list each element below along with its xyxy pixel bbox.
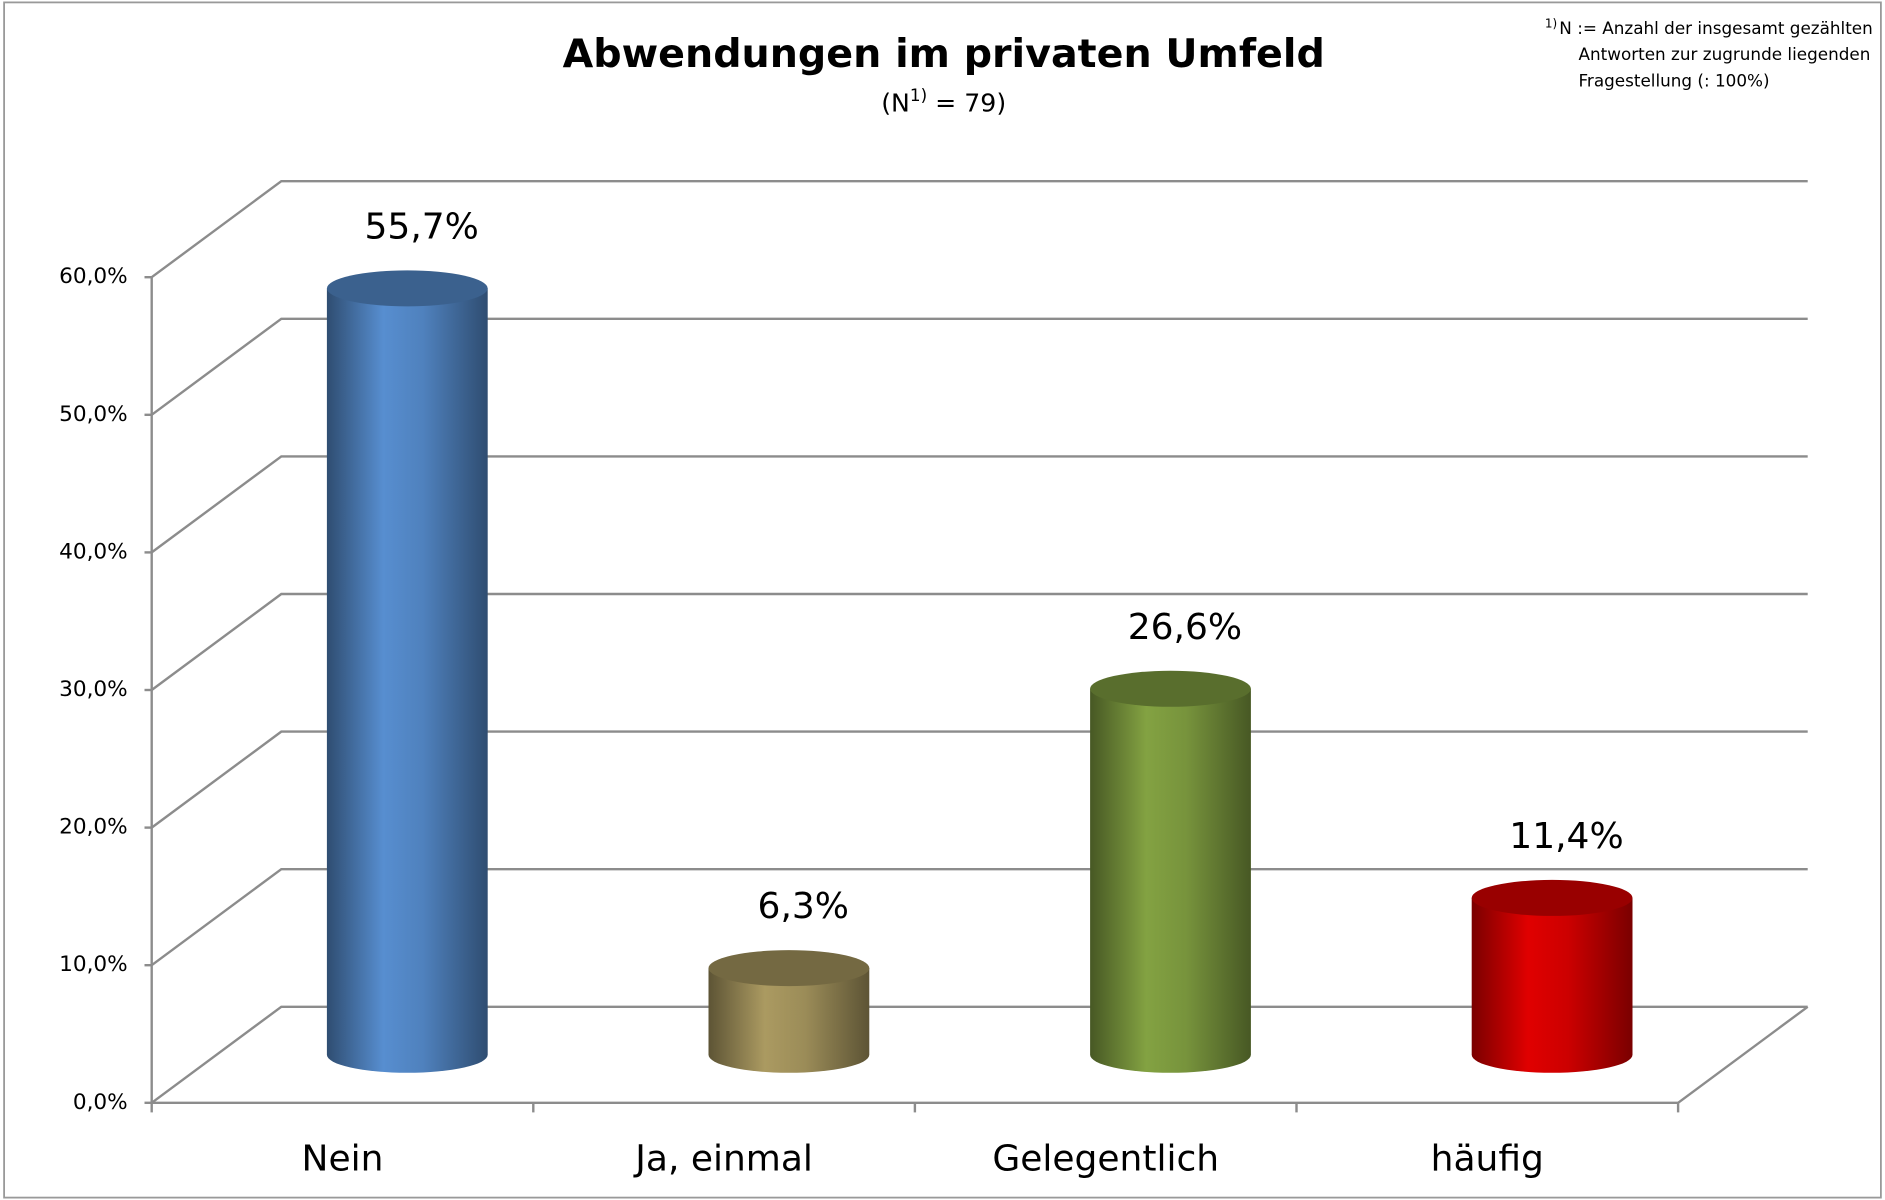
y-tick-label: 0,0% — [73, 1090, 128, 1115]
x-tick-label: Nein — [302, 1138, 384, 1179]
y-tick-label: 40,0% — [59, 539, 128, 564]
data-label: 26,6% — [1128, 607, 1242, 648]
y-tick-label: 60,0% — [59, 264, 128, 289]
data-label: 6,3% — [758, 886, 849, 927]
bar — [326, 288, 488, 1073]
data-label: 11,4% — [1509, 816, 1623, 857]
subtitle-prefix: (N — [881, 88, 910, 117]
x-tick-label: Ja, einmal — [633, 1138, 813, 1179]
grid-line — [150, 317, 1808, 416]
chart-title: Abwendungen im privaten Umfeld — [563, 31, 1325, 77]
grid-line — [150, 592, 1808, 691]
y-tick-label: 20,0% — [59, 815, 128, 840]
grid-line — [150, 867, 1808, 967]
subtitle-sup: 1) — [910, 85, 927, 105]
grid-line — [150, 1005, 1808, 1104]
cylinder — [326, 270, 488, 1073]
data-label: 55,7% — [365, 206, 479, 247]
y-tick-label: 30,0% — [59, 677, 128, 702]
bar — [1471, 897, 1633, 1073]
bar-top — [1090, 670, 1251, 707]
bar — [708, 968, 870, 1073]
bar-top — [708, 950, 870, 987]
footnote-marker: 1) — [1545, 17, 1557, 31]
cylinder — [708, 950, 870, 1073]
bar-top — [1471, 879, 1633, 916]
footnote-line: Fragestellung (: 100%) — [1579, 71, 1770, 91]
bar — [1090, 688, 1251, 1073]
bar-top — [326, 270, 488, 307]
grid-line — [150, 730, 1808, 829]
grid-line — [150, 455, 1808, 554]
x-tick-label: Gelegentlich — [992, 1138, 1219, 1179]
footnote-line: Antworten zur zugrunde liegenden — [1579, 44, 1871, 64]
cylinder — [1090, 670, 1251, 1073]
footnote-line: N := Anzahl der insgesamt gezählten — [1559, 18, 1873, 38]
footnote: 1) N := Anzahl der insgesamt gezählten A… — [1545, 17, 1873, 91]
x-tick-label: häufig — [1431, 1138, 1544, 1179]
grid-line — [150, 180, 1808, 279]
y-tick-label: 50,0% — [59, 402, 128, 427]
chart-subtitle: (N1) = 79) — [881, 85, 1006, 117]
cylinder — [1471, 879, 1633, 1073]
subtitle-suffix: = 79) — [927, 88, 1006, 117]
y-tick-label: 10,0% — [59, 952, 128, 977]
